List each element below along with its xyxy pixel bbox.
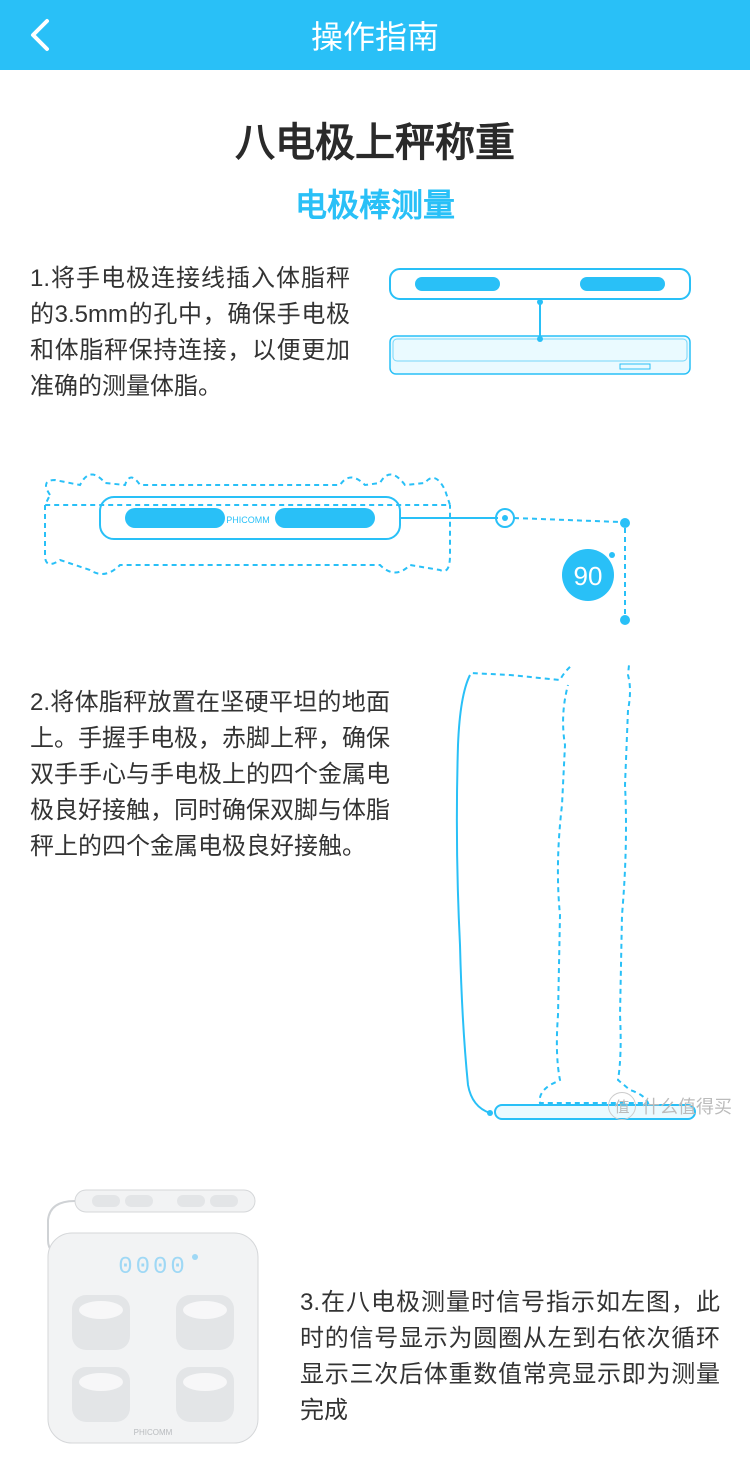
page-subtitle: 电极棒测量 <box>30 180 720 226</box>
scale-display: 0000 <box>118 1254 188 1281</box>
step-1-diagram <box>370 261 720 405</box>
svg-text:PHICOMM: PHICOMM <box>134 1428 173 1437</box>
svg-text:PHICOMM: PHICOMM <box>226 515 270 525</box>
step-1-text: 1.将手电极连接线插入体脂秤的3.5mm的孔中，确保手电极和体脂秤保持连接，以便… <box>30 261 350 405</box>
step-1-section: 1.将手电极连接线插入体脂秤的3.5mm的孔中，确保手电极和体脂秤保持连接，以便… <box>30 261 720 405</box>
step-3-section: 0000 PHICOMM 3.在八电极测量时信号指示如左图，此时的信号显示为圆圈… <box>30 1185 720 1455</box>
step-2-section: 2.将体脂秤放置在坚硬平坦的地面上。手握手电极，赤脚上秤，确保双手手心与手电极上… <box>30 665 720 1165</box>
step-2-text: 2.将体脂秤放置在坚硬平坦的地面上。手握手电极，赤脚上秤，确保双手手心与手电极上… <box>30 685 390 1165</box>
app-header: 操作指南 <box>0 0 750 70</box>
angle-label: 90 <box>574 561 603 591</box>
watermark-text: 什么值得买 <box>642 1093 732 1119</box>
watermark: 值 什么值得买 <box>608 1092 732 1120</box>
person-diagram <box>410 665 720 1165</box>
content-area: 八电极上秤称重 电极棒测量 1.将手电极连接线插入体脂秤的3.5mm的孔中，确保… <box>0 70 750 1455</box>
page-title: 八电极上秤称重 <box>30 110 720 168</box>
scale-product-diagram: 0000 PHICOMM <box>30 1185 270 1455</box>
step-3-text: 3.在八电极测量时信号指示如左图，此时的信号显示为圆圈从左到右依次循环显示三次后… <box>300 1285 720 1455</box>
back-button[interactable] <box>20 15 60 55</box>
posture-diagram: PHICOMM 90 <box>30 435 720 665</box>
header-title: 操作指南 <box>0 12 750 58</box>
watermark-badge-icon: 值 <box>608 1092 636 1120</box>
chevron-left-icon <box>29 17 51 53</box>
